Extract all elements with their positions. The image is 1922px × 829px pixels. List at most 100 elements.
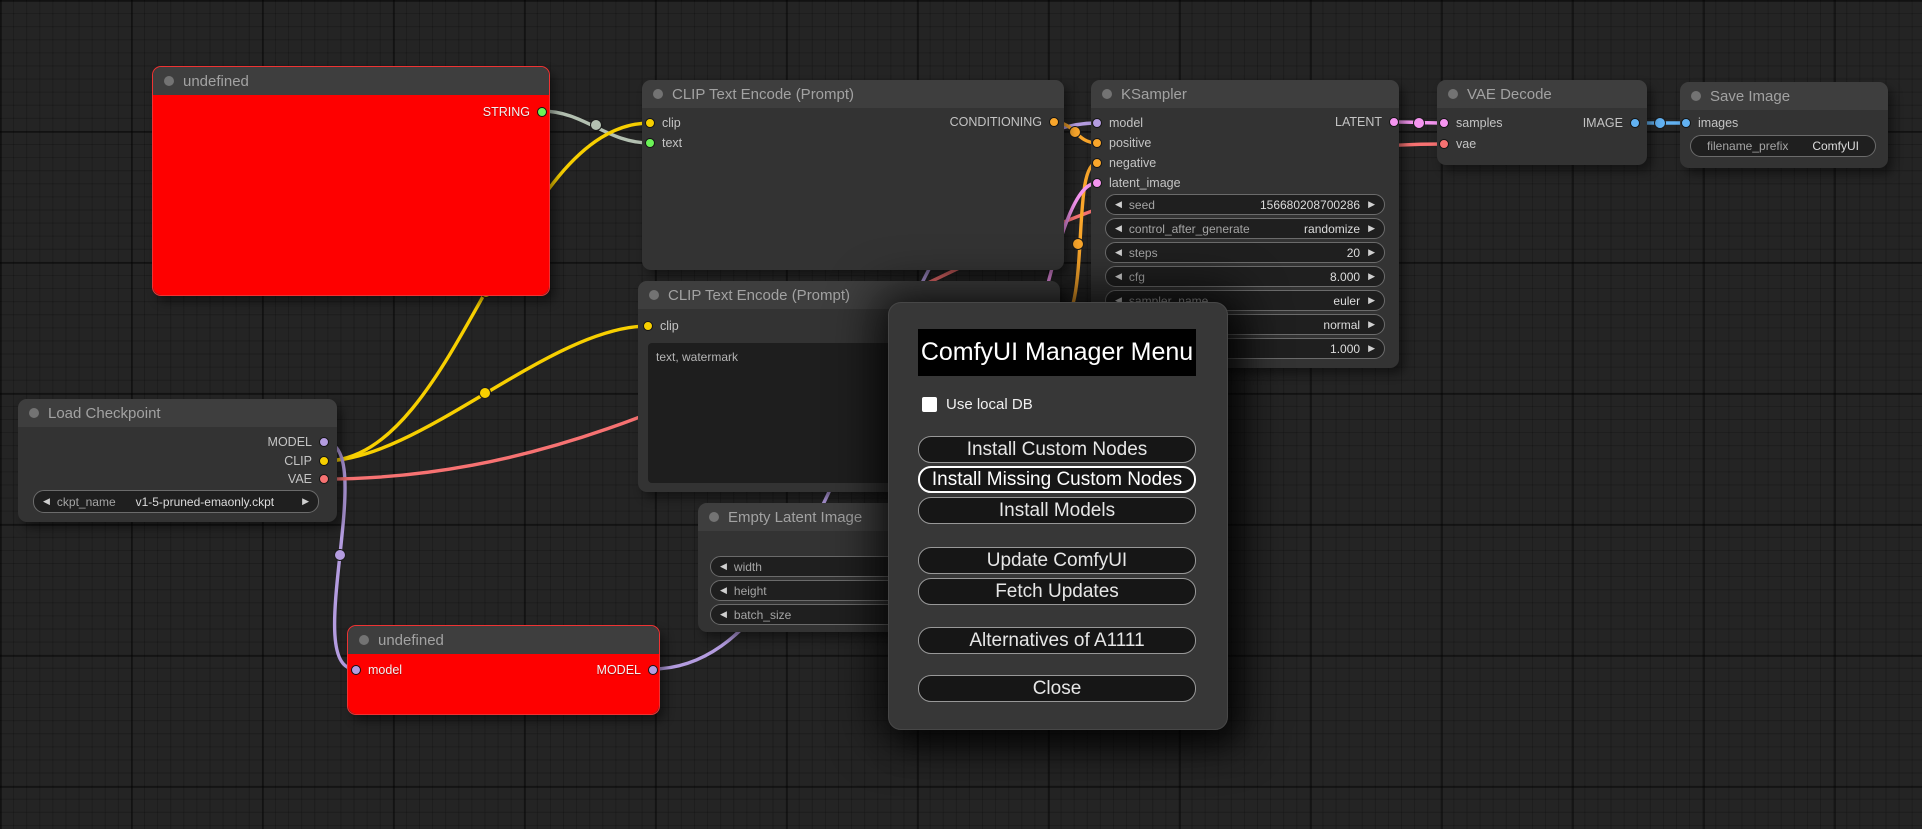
clip-port-icon[interactable] [645,118,655,128]
widget-batch-size[interactable]: ◀ batch_size ▶ [710,604,911,625]
use-local-db-checkbox[interactable] [922,397,937,412]
install-custom-nodes-button[interactable]: Install Custom Nodes [918,436,1196,463]
link-dot[interactable] [1654,117,1666,129]
output-port-latent[interactable]: LATENT [1335,112,1399,132]
close-button[interactable]: Close [918,675,1196,702]
decrement-arrow-icon[interactable]: ◀ [720,585,727,595]
conditioning-port-icon[interactable] [1049,117,1059,127]
output-port-vae[interactable]: VAE [288,469,329,489]
output-port-conditioning[interactable]: CONDITIONING [950,112,1059,132]
node-titlebar[interactable]: undefined [153,67,549,95]
link-dot[interactable] [479,387,491,399]
increment-arrow-icon[interactable]: ▶ [1368,271,1375,281]
increment-arrow-icon[interactable]: ▶ [1368,247,1375,257]
increment-arrow-icon[interactable]: ▶ [1368,199,1375,209]
node-titlebar[interactable]: VAE Decode [1437,80,1647,108]
decrement-arrow-icon[interactable]: ◀ [1115,247,1122,257]
input-port-text[interactable]: text [645,133,682,153]
input-port-vae[interactable]: vae [1439,134,1476,154]
decrement-arrow-icon[interactable]: ◀ [1115,295,1122,305]
node-titlebar[interactable]: Load Checkpoint [18,399,337,427]
model-port-icon[interactable] [351,665,361,675]
widget-cfg[interactable]: ◀ cfg 8.000 ▶ [1105,266,1385,287]
conditioning-port-icon[interactable] [1092,158,1102,168]
link-dot[interactable] [1069,126,1081,138]
use-local-db-row[interactable]: Use local DB [922,396,1033,413]
increment-arrow-icon[interactable]: ▶ [1368,319,1375,329]
input-port-samples[interactable]: samples [1439,113,1503,133]
port-label: negative [1109,156,1157,170]
node-save-image[interactable]: Save Image images filename_prefix ComfyU… [1680,82,1888,168]
input-port-model[interactable]: model [351,660,402,680]
node-undefined-model[interactable]: undefined model MODEL [347,625,660,715]
node-titlebar[interactable]: undefined [348,626,659,654]
increment-arrow-icon[interactable]: ▶ [302,496,309,506]
input-port-negative[interactable]: negative [1092,153,1156,173]
node-load-checkpoint[interactable]: Load Checkpoint MODEL CLIP VAE ◀ ckpt_na… [18,399,337,522]
input-port-clip[interactable]: clip [645,113,681,133]
decrement-arrow-icon[interactable]: ◀ [1115,223,1122,233]
output-port-clip[interactable]: CLIP [284,451,329,471]
update-comfyui-button[interactable]: Update ComfyUI [918,547,1196,574]
input-port-images[interactable]: images [1681,113,1738,133]
node-empty-latent-image[interactable]: Empty Latent Image ◀ width ▶ ◀ height ▶ … [698,503,923,632]
model-port-icon[interactable] [648,665,658,675]
node-ksampler[interactable]: KSampler model positive negative latent_… [1091,80,1399,368]
latent-port-icon[interactable] [1389,117,1399,127]
alternatives-of-a1111-button[interactable]: Alternatives of A1111 [918,627,1196,654]
widget-ckpt-name[interactable]: ◀ ckpt_name v1-5-pruned-emaonly.ckpt ▶ [33,490,319,513]
node-undefined-string[interactable]: undefined STRING [152,66,550,296]
increment-arrow-icon[interactable]: ▶ [1368,295,1375,305]
input-port-latent-image[interactable]: latent_image [1092,173,1181,193]
decrement-arrow-icon[interactable]: ◀ [43,496,50,506]
link-dot[interactable] [590,119,602,131]
install-missing-custom-nodes-button[interactable]: Install Missing Custom Nodes [918,466,1196,493]
output-port-string[interactable]: STRING [483,102,547,122]
output-port-model[interactable]: MODEL [268,432,329,452]
vae-port-icon[interactable] [319,474,329,484]
image-port-icon[interactable] [1630,118,1640,128]
node-titlebar[interactable]: KSampler [1091,80,1399,108]
latent-port-icon[interactable] [1439,118,1449,128]
latent-port-icon[interactable] [1092,178,1102,188]
node-titlebar[interactable]: CLIP Text Encode (Prompt) [638,281,1060,309]
string-port-icon[interactable] [645,138,655,148]
link-dot[interactable] [1413,117,1425,129]
input-port-model[interactable]: model [1092,113,1143,133]
output-port-model[interactable]: MODEL [597,660,658,680]
decrement-arrow-icon[interactable]: ◀ [1115,271,1122,281]
node-titlebar[interactable]: CLIP Text Encode (Prompt) [642,80,1064,108]
input-port-positive[interactable]: positive [1092,133,1151,153]
input-port-clip[interactable]: clip [643,316,679,336]
conditioning-port-icon[interactable] [1092,138,1102,148]
string-port-icon[interactable] [537,107,547,117]
fetch-updates-button[interactable]: Fetch Updates [918,578,1196,605]
decrement-arrow-icon[interactable]: ◀ [720,609,727,619]
port-label: IMAGE [1582,116,1623,130]
node-titlebar[interactable]: Save Image [1680,82,1888,110]
link-dot[interactable] [1072,238,1084,250]
widget-control-after-generate[interactable]: ◀ control_after_generate randomize ▶ [1105,218,1385,239]
widget-width[interactable]: ◀ width ▶ [710,556,911,577]
install-models-button[interactable]: Install Models [918,497,1196,524]
increment-arrow-icon[interactable]: ▶ [1368,343,1375,353]
increment-arrow-icon[interactable]: ▶ [1368,223,1375,233]
clip-port-icon[interactable] [319,456,329,466]
decrement-arrow-icon[interactable]: ◀ [1115,199,1122,209]
node-vae-decode[interactable]: VAE Decode samples vae IMAGE [1437,80,1647,165]
widget-height[interactable]: ◀ height ▶ [710,580,911,601]
clip-port-icon[interactable] [643,321,653,331]
vae-port-icon[interactable] [1439,139,1449,149]
link-dot[interactable] [334,549,346,561]
widget-steps[interactable]: ◀ steps 20 ▶ [1105,242,1385,263]
node-clip-text-encode-1[interactable]: CLIP Text Encode (Prompt) clip text COND… [642,80,1064,270]
node-titlebar[interactable]: Empty Latent Image [698,503,923,531]
widget-filename-prefix[interactable]: filename_prefix ComfyUI [1690,135,1876,157]
output-port-image[interactable]: IMAGE [1583,113,1640,133]
model-port-icon[interactable] [1092,118,1102,128]
widget-seed[interactable]: ◀ seed 156680208700286 ▶ [1105,194,1385,215]
decrement-arrow-icon[interactable]: ◀ [720,561,727,571]
model-port-icon[interactable] [319,437,329,447]
image-port-icon[interactable] [1681,118,1691,128]
